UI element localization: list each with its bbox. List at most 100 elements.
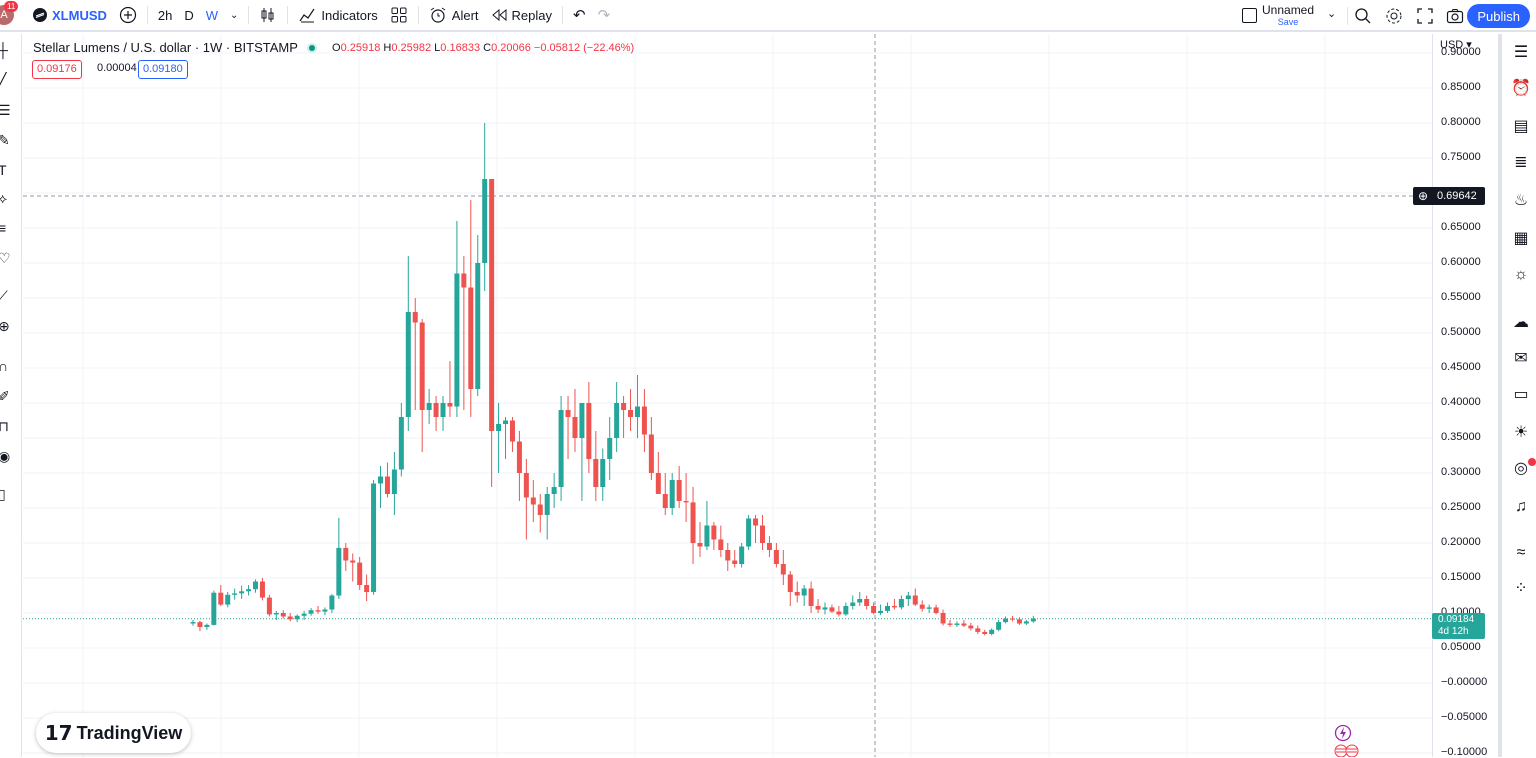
interval-dropdown[interactable]: ⌄ [224, 0, 244, 31]
candle-body [537, 504, 543, 515]
layouts-button[interactable] [384, 0, 414, 31]
candle-body [787, 574, 793, 592]
trash-icon[interactable]: ▯ [0, 486, 6, 502]
ideas-bulb-icon[interactable]: ☼ [1513, 266, 1529, 283]
candle-body [426, 403, 432, 410]
undo-button[interactable]: ↶ [567, 0, 592, 31]
trading-panel-icon[interactable]: ≈ [1516, 544, 1526, 561]
open-value: 0.25918 [340, 42, 381, 54]
replay-button[interactable]: Replay [485, 0, 558, 31]
candle-body [662, 494, 668, 508]
symbol-search[interactable]: XLMUSD [26, 0, 113, 31]
text-tool-icon[interactable]: T [0, 162, 7, 178]
series-title[interactable]: Stellar Lumens / U.S. dollar · 1W · BITS… [33, 40, 298, 55]
candle-body [468, 287, 474, 389]
live-broadcast-icon[interactable]: ◎ [1514, 460, 1528, 477]
dom-dots-icon[interactable]: ⁘ [1514, 580, 1528, 597]
rewind-icon [491, 8, 507, 22]
magnet-icon[interactable]: ∩ [0, 358, 9, 374]
interval-w[interactable]: W [205, 7, 219, 23]
zoom-in-icon[interactable]: ⊕ [0, 318, 10, 334]
favorites-icon[interactable]: ♡ [0, 250, 11, 266]
candle-body [503, 420, 509, 424]
separator [417, 6, 419, 24]
candle-body [357, 562, 363, 585]
search-icon[interactable] [1354, 7, 1372, 25]
spread-value: 0.00004 [97, 62, 137, 74]
price-tick-label: −0.05000 [1441, 711, 1488, 723]
symbol-name: XLMUSD [52, 7, 107, 23]
gear-icon[interactable] [1385, 7, 1403, 25]
shapes-tool-icon[interactable]: ⟡ [0, 190, 8, 206]
us-flag-icon[interactable] [1334, 744, 1360, 757]
fullscreen-icon[interactable] [1416, 7, 1434, 25]
layout-name-button[interactable]: Unnamed Save [1262, 4, 1314, 28]
chevron-down-icon[interactable]: ⌄ [1327, 8, 1337, 20]
high-value: 0.25982 [391, 42, 432, 54]
bid-price[interactable]: 0.09176 [32, 60, 82, 79]
hotlist-fire-icon[interactable]: ♨ [1513, 192, 1529, 209]
indicators-button[interactable]: Indicators [292, 0, 383, 31]
candle-body [482, 179, 488, 263]
candle-body [489, 179, 495, 431]
lock-icon[interactable]: ⊓ [0, 418, 9, 434]
notifications-bell-icon[interactable]: ♫ [1515, 498, 1527, 515]
interval-d[interactable]: D [184, 7, 194, 23]
candle-body [753, 518, 759, 526]
price-axis[interactable]: 0.900000.850000.800000.750000.700000.650… [1432, 34, 1494, 758]
price-tick-label: 0.35000 [1441, 431, 1481, 443]
candle-body [801, 588, 807, 596]
calendar-icon[interactable]: ▦ [1513, 230, 1529, 247]
ruler-icon[interactable]: ⟋ [0, 288, 8, 304]
candle-body [558, 410, 564, 487]
candle-body [273, 613, 279, 615]
measure-tools-icon[interactable]: ≡ [0, 220, 7, 236]
camera-icon[interactable] [1446, 7, 1464, 25]
interval-2h[interactable]: 2h [157, 7, 173, 23]
chats-icon[interactable]: ✉ [1514, 350, 1528, 367]
alert-button[interactable]: Alert [423, 0, 485, 31]
lock-drawing-icon[interactable]: ✐ [0, 388, 10, 404]
alerts-clock-icon[interactable]: ⏰ [1511, 80, 1531, 97]
chart-type-button[interactable] [253, 0, 283, 31]
add-alert-icon[interactable]: ⊕ [1418, 189, 1429, 203]
candle-body [836, 611, 842, 615]
candle-body [1016, 619, 1022, 624]
layout-checkbox-icon[interactable] [1242, 8, 1257, 23]
market-status-dot[interactable] [307, 43, 317, 53]
pattern-tool-icon[interactable]: ✎ [0, 132, 10, 148]
watchlist-icon[interactable]: ☰ [1513, 44, 1529, 61]
candle-body [621, 403, 627, 410]
price-tick-label: 0.60000 [1441, 256, 1481, 268]
alarm-clock-icon [430, 7, 446, 23]
notification-badge: 11 [4, 1, 19, 12]
news-icon[interactable]: ▤ [1513, 118, 1529, 135]
price-tick-label: 0.05000 [1441, 641, 1481, 653]
help-bulb-icon[interactable]: ☀ [1513, 424, 1529, 441]
tradingview-logo[interactable]: 𝟭𝟳 TradingView [36, 713, 191, 753]
lightning-icon[interactable] [1334, 724, 1352, 742]
ask-price[interactable]: 0.09180 [138, 60, 188, 79]
publish-button[interactable]: Publish [1467, 4, 1530, 28]
change-value: −0.05812 (−22.46%) [533, 42, 635, 54]
redo-button[interactable]: ↷ [592, 0, 617, 31]
candle-body [336, 547, 342, 596]
compare-symbol-button[interactable] [113, 0, 143, 31]
candle-body [593, 459, 599, 487]
close-label: C [483, 42, 492, 54]
streams-cloud-icon[interactable]: ☁ [1513, 314, 1529, 331]
candle-body [190, 622, 196, 624]
crosshair-tool-icon[interactable]: ┼ [0, 42, 8, 58]
eye-icon[interactable]: ◉ [0, 448, 11, 464]
price-chart[interactable] [23, 34, 1432, 757]
candle-body [412, 312, 418, 323]
fib-tool-icon[interactable]: ☰ [0, 102, 11, 118]
add-list-icon[interactable]: ≣ [1514, 154, 1528, 171]
candle-body [232, 593, 238, 595]
bar-countdown: 4d 12h [1438, 626, 1469, 637]
candle-body [940, 613, 946, 624]
chevron-down-icon: ▾ [1463, 39, 1472, 51]
currency-selector[interactable]: USD ▾ [1440, 38, 1472, 51]
comments-icon[interactable]: ▭ [1513, 386, 1529, 403]
trend-line-icon[interactable]: ╱ [0, 72, 7, 88]
